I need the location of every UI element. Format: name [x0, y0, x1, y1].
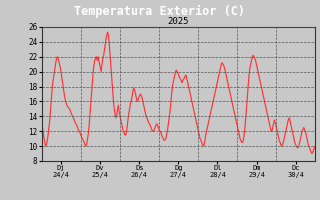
Text: Temperatura Exterior (C): Temperatura Exterior (C): [75, 5, 245, 18]
Title: 2025: 2025: [168, 17, 189, 26]
